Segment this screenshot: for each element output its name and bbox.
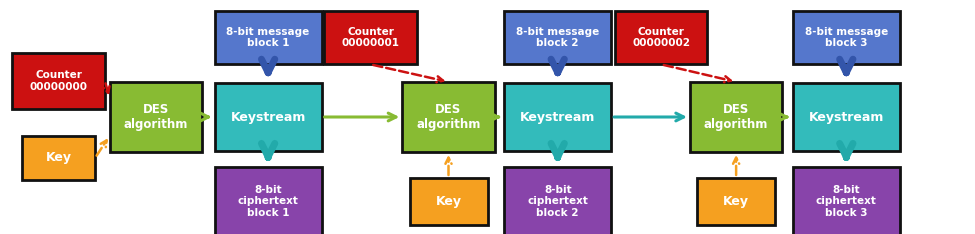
FancyBboxPatch shape — [109, 82, 203, 152]
FancyBboxPatch shape — [214, 11, 322, 64]
FancyBboxPatch shape — [793, 83, 900, 151]
FancyBboxPatch shape — [615, 11, 708, 64]
Text: 8-bit
ciphertext
block 1: 8-bit ciphertext block 1 — [238, 185, 298, 218]
Text: DES
algorithm: DES algorithm — [704, 103, 768, 131]
Text: 8-bit message
block 2: 8-bit message block 2 — [516, 27, 600, 48]
Text: Keystream: Keystream — [230, 110, 306, 124]
FancyBboxPatch shape — [793, 167, 900, 234]
FancyBboxPatch shape — [403, 82, 495, 152]
FancyBboxPatch shape — [214, 83, 322, 151]
FancyBboxPatch shape — [793, 11, 900, 64]
FancyBboxPatch shape — [21, 136, 96, 180]
Text: Counter
00000001: Counter 00000001 — [341, 27, 400, 48]
Text: Counter
00000002: Counter 00000002 — [632, 27, 690, 48]
Text: Key: Key — [436, 195, 461, 208]
Text: Key: Key — [46, 151, 71, 165]
Text: Keystream: Keystream — [808, 110, 884, 124]
FancyBboxPatch shape — [410, 178, 488, 225]
Text: 8-bit message
block 3: 8-bit message block 3 — [804, 27, 888, 48]
FancyBboxPatch shape — [504, 167, 611, 234]
Text: 8-bit message
block 1: 8-bit message block 1 — [226, 27, 310, 48]
Text: Key: Key — [723, 195, 749, 208]
Text: Counter
00000000: Counter 00000000 — [29, 70, 88, 91]
FancyBboxPatch shape — [504, 11, 611, 64]
FancyBboxPatch shape — [504, 83, 611, 151]
Text: 8-bit
ciphertext
block 3: 8-bit ciphertext block 3 — [816, 185, 877, 218]
FancyBboxPatch shape — [12, 53, 105, 109]
Text: DES
algorithm: DES algorithm — [124, 103, 188, 131]
FancyBboxPatch shape — [214, 167, 322, 234]
FancyBboxPatch shape — [690, 82, 782, 152]
FancyBboxPatch shape — [324, 11, 417, 64]
Text: DES
algorithm: DES algorithm — [416, 103, 481, 131]
Text: 8-bit
ciphertext
block 2: 8-bit ciphertext block 2 — [527, 185, 588, 218]
Text: Keystream: Keystream — [520, 110, 596, 124]
FancyBboxPatch shape — [697, 178, 775, 225]
